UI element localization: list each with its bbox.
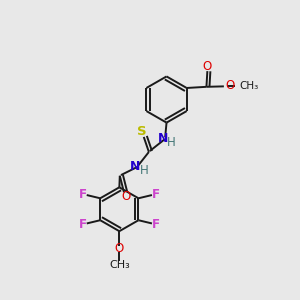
Text: S: S <box>137 125 147 138</box>
Text: H: H <box>140 164 148 177</box>
Text: F: F <box>79 218 87 231</box>
Text: F: F <box>152 218 160 231</box>
Text: O: O <box>203 60 212 73</box>
Text: F: F <box>79 188 87 201</box>
Text: H: H <box>167 136 176 149</box>
Text: N: N <box>158 132 169 145</box>
Text: CH₃: CH₃ <box>240 81 259 92</box>
Text: O: O <box>225 80 235 92</box>
Text: F: F <box>152 188 160 201</box>
Text: O: O <box>115 242 124 255</box>
Text: N: N <box>130 160 140 172</box>
Text: O: O <box>121 190 130 203</box>
Text: CH₃: CH₃ <box>109 260 130 270</box>
